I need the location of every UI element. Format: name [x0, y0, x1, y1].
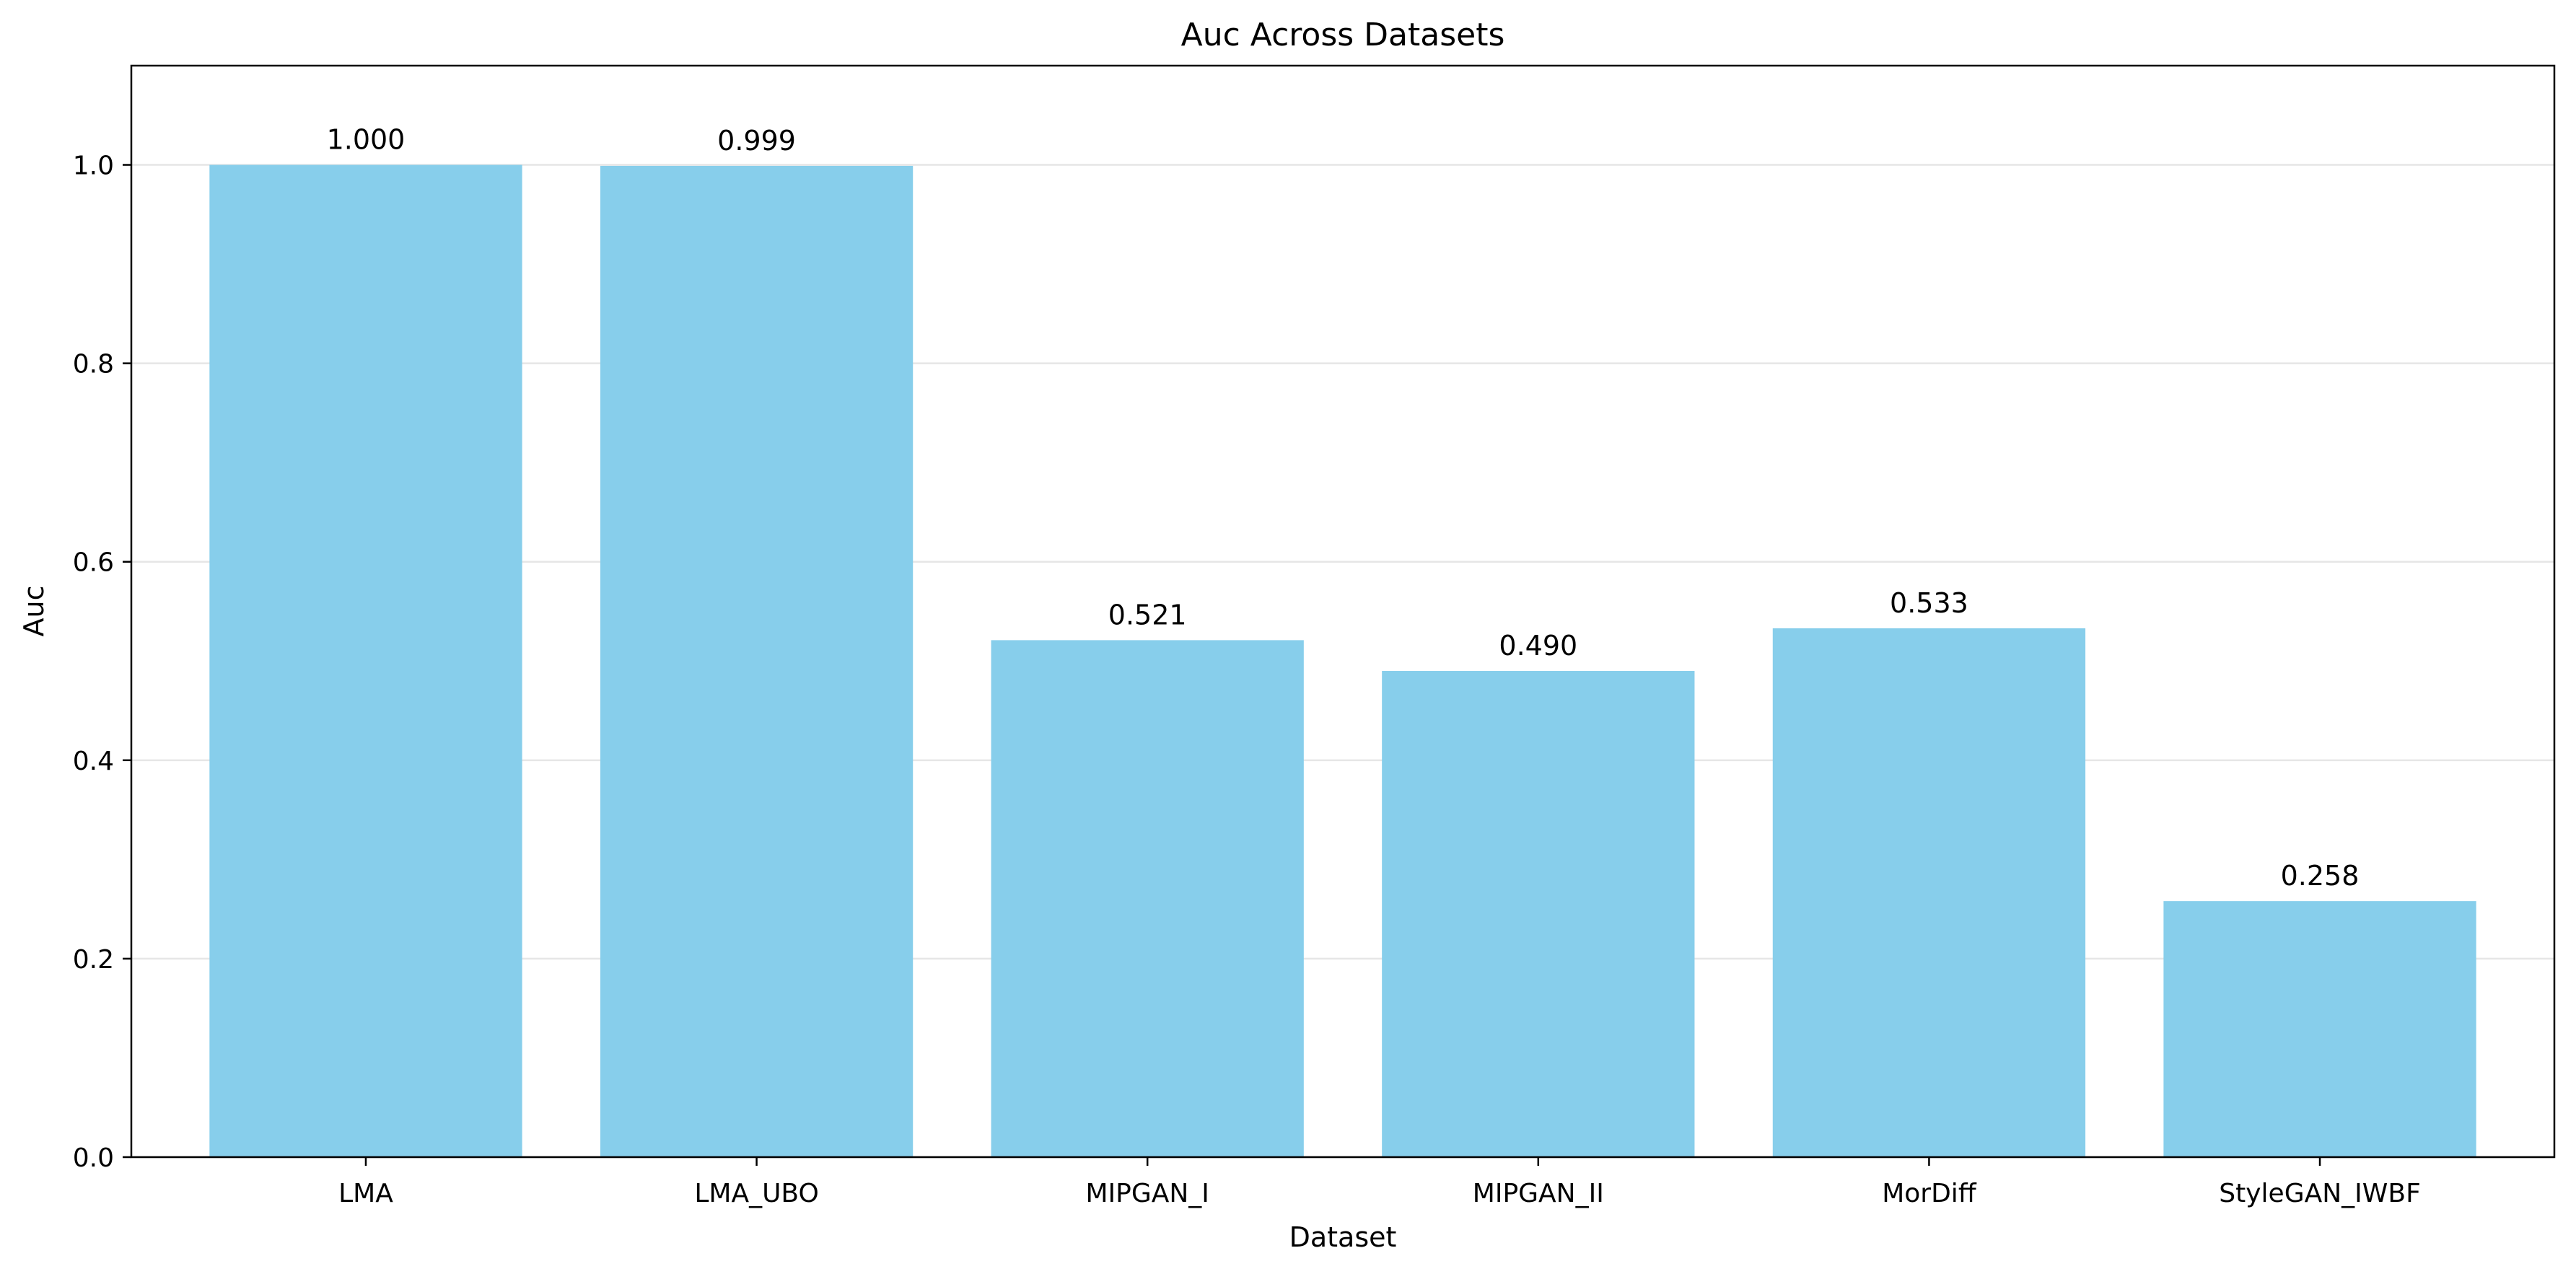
bar-value-label: 0.533	[1890, 587, 1968, 619]
axes: 0.0 0.2 0.4 0.6 0.8 1.0 LMA LMA_UBO MIPGAN_I MIPG…	[73, 151, 2421, 1208]
y-tick-label: 0.4	[73, 747, 114, 776]
bar-mordiff	[1772, 628, 2086, 1157]
bar-value-label: 0.490	[1499, 630, 1577, 662]
bars	[209, 164, 2476, 1158]
bar-mipgan-i	[991, 640, 1304, 1157]
y-tick-label: 0.6	[73, 548, 114, 578]
bar-lma-ubo	[600, 165, 914, 1158]
chart-title: Auc Across Datasets	[1181, 17, 1505, 53]
y-tick-label: 1.0	[73, 151, 114, 181]
bar-mipgan-ii	[1382, 671, 1695, 1157]
plot-frame	[130, 64, 2556, 1159]
bar-value-label: 1.000	[327, 124, 406, 156]
x-axis-label: Dataset	[1289, 1221, 1397, 1253]
y-tick-label: 0.2	[73, 945, 114, 975]
bar-lma	[209, 164, 522, 1158]
y-tick-label: 0.8	[73, 350, 114, 379]
x-tick-label: MorDiff	[1882, 1179, 1977, 1208]
x-tick-label: LMA_UBO	[694, 1179, 819, 1208]
x-tick-label: StyleGAN_IWBF	[2219, 1179, 2421, 1208]
bar-stylegan-iwbf	[2163, 901, 2476, 1157]
bar-value-labels: 1.000 0.999 0.521 0.490 0.533 0.258	[327, 124, 2360, 892]
bar-value-label: 0.258	[2281, 860, 2360, 892]
x-tick-label: MIPGAN_II	[1473, 1179, 1604, 1208]
bar-value-label: 0.999	[717, 125, 796, 157]
y-axis-label: Auc	[18, 586, 50, 637]
y-tick-label: 0.0	[73, 1143, 114, 1173]
x-tick-label: MIPGAN_I	[1085, 1179, 1209, 1208]
x-tick-label: LMA	[338, 1179, 393, 1208]
bar-value-label: 0.521	[1108, 599, 1187, 631]
